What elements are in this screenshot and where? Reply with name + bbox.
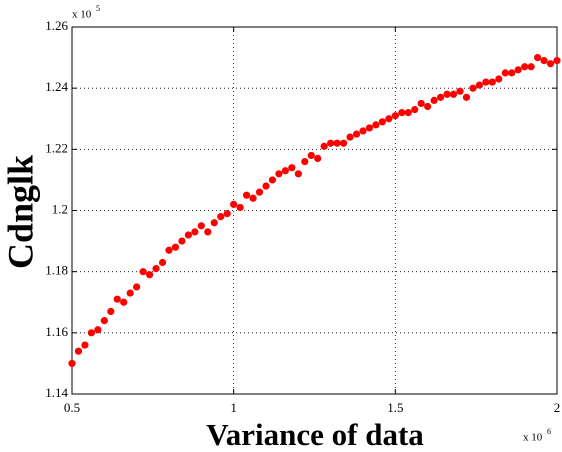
- point: [191, 228, 199, 236]
- point: [359, 127, 367, 135]
- point: [120, 298, 128, 306]
- point: [94, 326, 102, 334]
- point: [462, 93, 471, 101]
- point: [113, 295, 121, 303]
- point: [527, 63, 535, 71]
- point: [540, 57, 548, 65]
- point: [87, 329, 95, 337]
- point: [204, 228, 212, 236]
- point: [501, 69, 509, 77]
- y-tick-label: 1.14: [45, 385, 68, 400]
- point: [210, 219, 218, 227]
- point: [495, 75, 503, 83]
- y-multiplier-exponent: 5: [96, 4, 100, 13]
- x-axis-label: Variance of data: [206, 417, 424, 452]
- point: [521, 63, 529, 71]
- point: [81, 341, 89, 349]
- point: [508, 69, 516, 77]
- point: [469, 84, 477, 92]
- y-tick-label: 1.22: [45, 140, 68, 155]
- point: [139, 268, 147, 276]
- y-tick-label: 1.16: [45, 324, 68, 339]
- point: [365, 124, 374, 132]
- point: [171, 243, 180, 251]
- point: [146, 271, 154, 279]
- point: [217, 213, 225, 221]
- point: [255, 188, 264, 196]
- point: [262, 182, 270, 190]
- point: [314, 154, 322, 163]
- x-multiplier-exponent: 6: [547, 427, 551, 436]
- point: [288, 164, 296, 172]
- point: [404, 109, 412, 117]
- point: [197, 222, 205, 230]
- point: [449, 90, 458, 98]
- point: [385, 115, 393, 123]
- point: [372, 121, 380, 129]
- y-axis-label: Cdnglk: [0, 155, 40, 269]
- point: [268, 176, 277, 184]
- x-tick-label: 1.5: [387, 400, 403, 415]
- point: [184, 231, 192, 239]
- y-tick-label: 1.24: [45, 79, 68, 94]
- point: [417, 99, 425, 108]
- point: [346, 133, 354, 141]
- point: [333, 139, 341, 147]
- point: [301, 157, 309, 166]
- point: [475, 81, 483, 89]
- point: [249, 194, 257, 202]
- x-tick-label: 2: [554, 400, 561, 415]
- point: [230, 200, 238, 208]
- point: [437, 93, 445, 101]
- x-tick-label: 0.5: [64, 400, 80, 415]
- y-tick-label: 1.26: [45, 18, 68, 33]
- point: [294, 170, 302, 178]
- point: [133, 283, 141, 291]
- x-tick-label: 1: [230, 400, 237, 415]
- point: [223, 209, 231, 218]
- point: [281, 167, 289, 175]
- y-tick-label: 1.18: [45, 263, 68, 278]
- y-tick-label: 1.2: [52, 201, 68, 216]
- point: [456, 87, 464, 95]
- point: [430, 96, 438, 104]
- point: [236, 203, 244, 212]
- x-multiplier: x 10: [523, 432, 543, 444]
- point: [68, 359, 76, 368]
- point: [100, 317, 108, 325]
- point: [546, 60, 555, 68]
- point: [391, 112, 399, 120]
- point: [275, 170, 283, 178]
- point: [307, 151, 315, 160]
- point: [340, 139, 348, 147]
- point: [320, 142, 328, 150]
- point: [443, 90, 451, 98]
- point: [514, 66, 522, 74]
- point: [488, 78, 496, 86]
- point: [482, 78, 490, 86]
- point: [327, 139, 335, 147]
- point: [178, 237, 186, 245]
- y-multiplier: x 10: [72, 9, 92, 21]
- point: [424, 102, 432, 111]
- point: [165, 246, 173, 254]
- point: [398, 109, 406, 117]
- point: [352, 130, 361, 138]
- point: [243, 191, 251, 199]
- point: [107, 307, 115, 316]
- point: [534, 53, 542, 62]
- point: [152, 265, 160, 273]
- point: [126, 289, 134, 297]
- point: [378, 118, 386, 126]
- point: [411, 105, 419, 114]
- point: [74, 347, 83, 355]
- point: [553, 57, 561, 65]
- point: [158, 258, 167, 267]
- plot-frame: [71, 26, 558, 395]
